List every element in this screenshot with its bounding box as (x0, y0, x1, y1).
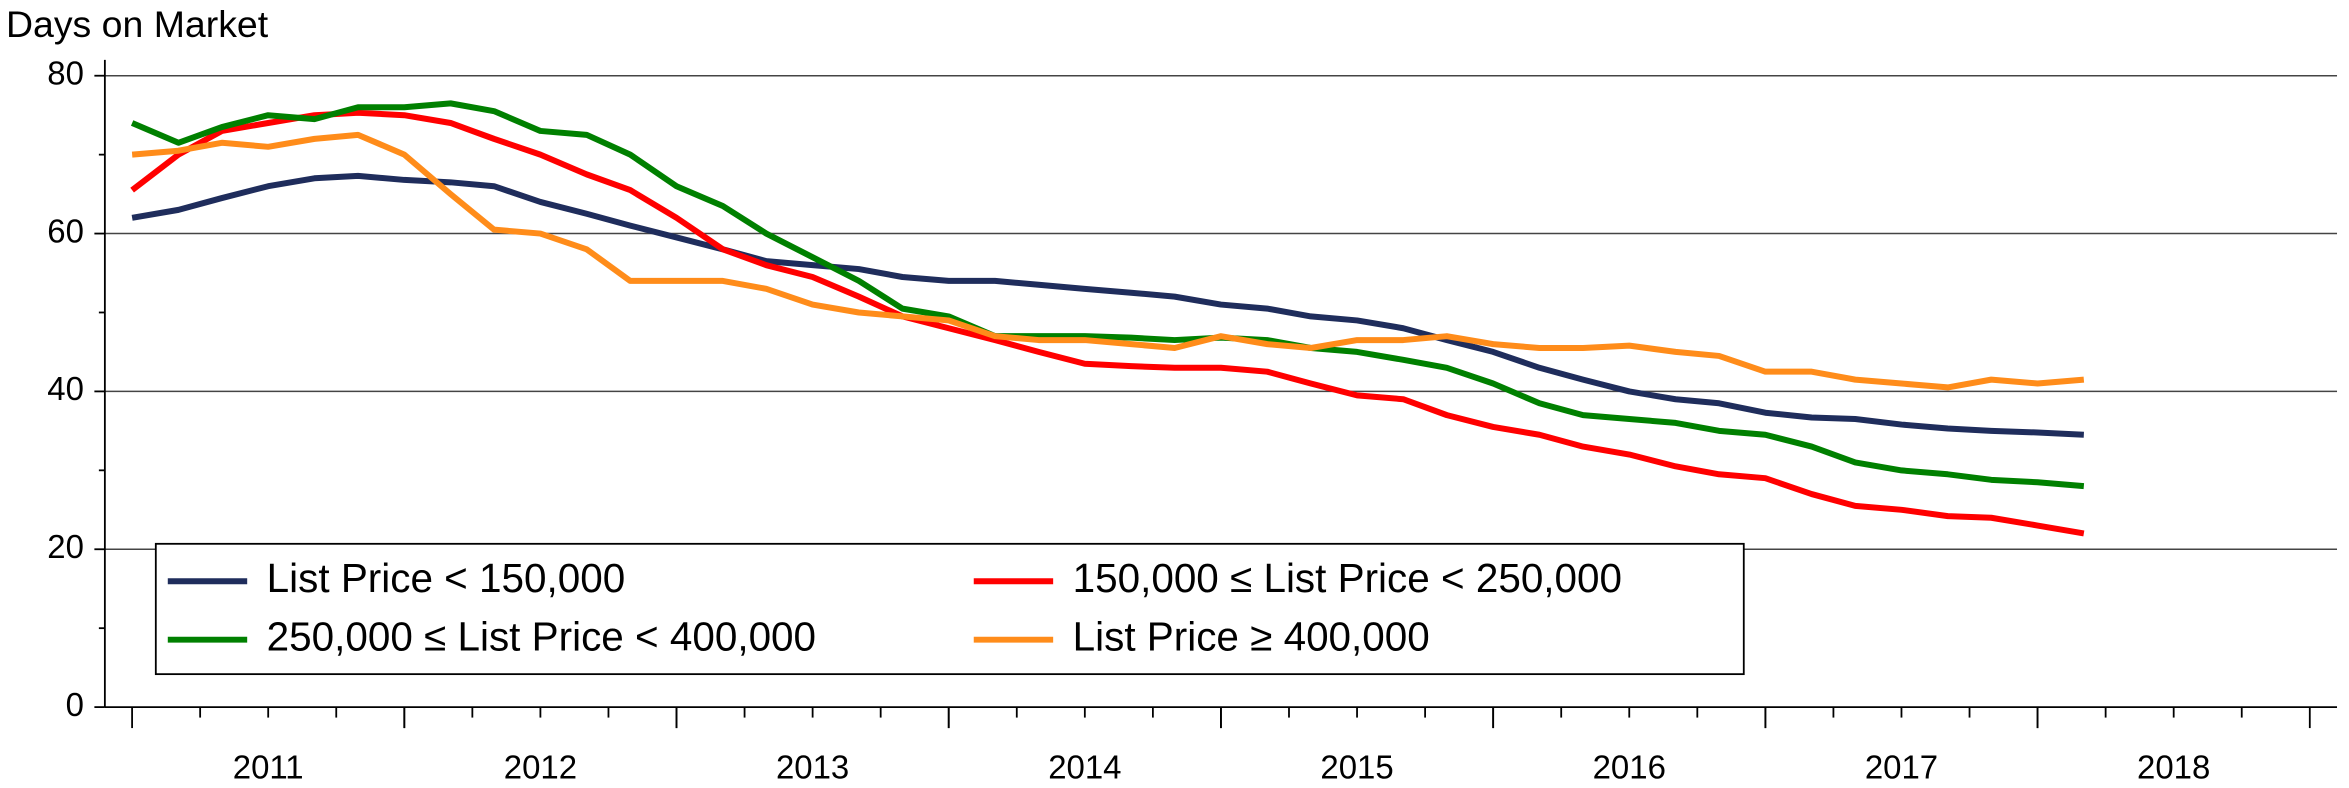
series-line (130, 100, 2085, 490)
legend-label: List Price ≥ 400,000 (1073, 613, 1430, 659)
x-tick-label: 2011 (233, 749, 304, 786)
x-tick-label: 2015 (1320, 749, 1393, 786)
x-tick-label: 2018 (2137, 749, 2210, 786)
y-tick-label: 80 (47, 54, 84, 91)
y-tick-label: 0 (66, 686, 84, 723)
x-tick-label: 2013 (776, 749, 849, 786)
series-line (131, 131, 2085, 391)
y-axis-label: Days on Market (6, 3, 269, 45)
x-tick-label: 2017 (1865, 749, 1938, 786)
series-line (130, 109, 2085, 537)
y-tick-label: 40 (47, 370, 84, 407)
series-line (131, 172, 2084, 438)
y-tick-label: 20 (47, 528, 84, 565)
legend-label: List Price < 150,000 (267, 555, 626, 601)
x-tick-label: 2016 (1593, 749, 1666, 786)
x-tick-label: 2014 (1048, 749, 1121, 786)
x-tick-label: 2012 (504, 749, 577, 786)
legend-box (154, 542, 1745, 676)
legend-label: 150,000 ≤ List Price < 250,000 (1073, 555, 1622, 601)
legend-label: 250,000 ≤ List Price < 400,000 (267, 613, 816, 659)
y-tick-label: 60 (47, 212, 84, 249)
